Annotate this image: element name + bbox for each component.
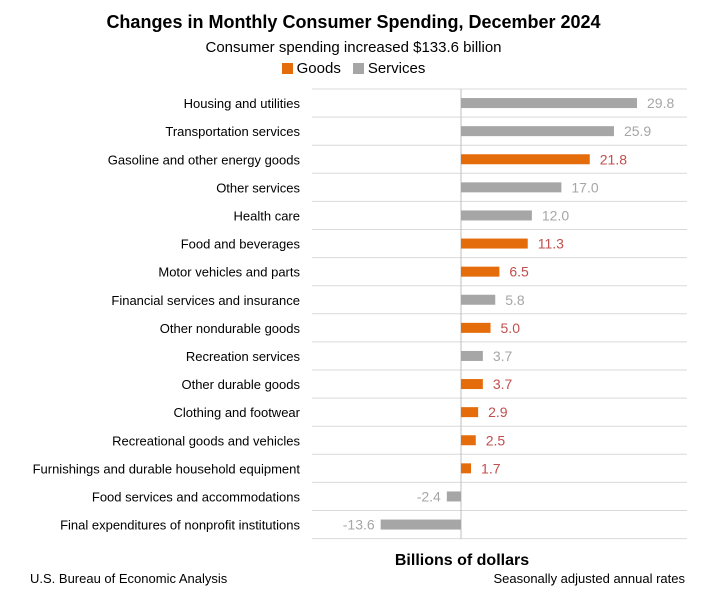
legend: Goods Services bbox=[0, 60, 707, 77]
data-label: 12.0 bbox=[542, 207, 569, 223]
category-label: Housing and utilities bbox=[184, 96, 301, 111]
bar bbox=[461, 322, 491, 333]
category-label: Other durable goods bbox=[181, 377, 300, 392]
bar bbox=[446, 491, 461, 502]
data-label: 3.7 bbox=[493, 376, 513, 392]
category-label: Final expenditures of nonprofit institut… bbox=[60, 518, 300, 533]
data-label: -13.6 bbox=[343, 517, 375, 533]
rate-note: Seasonally adjusted annual rates bbox=[493, 571, 685, 586]
bar bbox=[461, 463, 472, 474]
category-label: Recreational goods and vehicles bbox=[112, 433, 300, 448]
legend-label-services: Services bbox=[367, 60, 426, 77]
bar bbox=[461, 210, 532, 221]
legend-label-goods: Goods bbox=[296, 60, 341, 77]
legend-item-services: Services bbox=[352, 60, 426, 77]
bar bbox=[380, 519, 461, 530]
data-label: 5.8 bbox=[505, 292, 525, 308]
data-label: 5.0 bbox=[501, 320, 521, 336]
services-swatch-icon bbox=[352, 63, 364, 74]
category-label: Other nondurable goods bbox=[160, 321, 301, 336]
data-label: 25.9 bbox=[624, 123, 651, 139]
data-label: 21.8 bbox=[600, 151, 627, 167]
x-axis-title: Billions of dollars bbox=[394, 552, 530, 569]
category-label: Other services bbox=[216, 180, 300, 195]
category-label: Health care bbox=[234, 208, 300, 223]
legend-item-goods: Goods bbox=[281, 60, 341, 77]
category-label: Food services and accommodations bbox=[92, 489, 301, 504]
bar bbox=[461, 126, 614, 137]
category-label: Furnishings and durable household equipm… bbox=[33, 461, 301, 476]
bar bbox=[461, 238, 528, 249]
data-label: 3.7 bbox=[493, 348, 513, 364]
category-label: Food and beverages bbox=[181, 237, 301, 252]
category-label: Financial services and insurance bbox=[111, 293, 300, 308]
bar bbox=[461, 182, 562, 193]
chart-title: Changes in Monthly Consumer Spending, De… bbox=[106, 12, 601, 32]
bar bbox=[461, 266, 500, 277]
category-label: Clothing and footwear bbox=[174, 405, 301, 420]
goods-swatch-icon bbox=[281, 63, 293, 74]
data-label: -2.4 bbox=[417, 488, 441, 504]
data-label: 29.8 bbox=[647, 95, 674, 111]
chart-subtitle: Consumer spending increased $133.6 billi… bbox=[205, 39, 502, 56]
category-label: Transportation services bbox=[165, 124, 300, 139]
source-note: U.S. Bureau of Economic Analysis bbox=[30, 571, 228, 586]
category-label: Gasoline and other energy goods bbox=[108, 152, 301, 167]
data-label: 2.9 bbox=[488, 404, 508, 420]
category-label: Recreation services bbox=[186, 349, 301, 364]
bar bbox=[461, 407, 479, 418]
bar bbox=[461, 435, 476, 446]
data-label: 6.5 bbox=[509, 264, 529, 280]
category-label: Motor vehicles and parts bbox=[158, 265, 300, 280]
data-label: 1.7 bbox=[481, 460, 501, 476]
bar bbox=[461, 98, 637, 109]
bar bbox=[461, 154, 590, 165]
bar bbox=[461, 379, 483, 390]
bar bbox=[461, 350, 483, 361]
data-label: 2.5 bbox=[486, 432, 506, 448]
data-label: 17.0 bbox=[571, 179, 598, 195]
data-label: 11.3 bbox=[538, 236, 564, 252]
bar bbox=[461, 294, 496, 305]
